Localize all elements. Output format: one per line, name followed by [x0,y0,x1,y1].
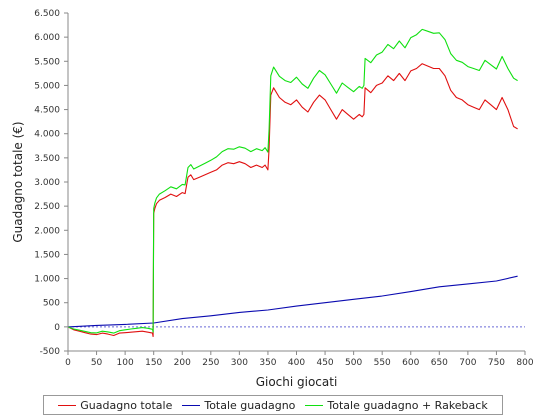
legend-label: Totale guadagno + Rakeback [327,398,488,412]
x-tick-label: 550 [374,358,391,368]
x-tick-label: 450 [316,358,333,368]
x-tick-label: 650 [431,358,448,368]
y-tick-label: 5.500 [34,57,60,67]
y-tick-label: 2.500 [34,202,60,212]
x-ticks-group: 0 50 100 150 200 250 300 350 400 450 500 550 600 650 7… [65,351,534,368]
legend-item-totale-guadagno-rakeback: Totale guadagno + Rakeback [305,398,488,412]
x-tick-label: 300 [231,358,248,368]
x-tick-label: 750 [488,358,505,368]
x-tick-label: 600 [402,358,419,368]
legend: Guadagno totale Totale guadagno Totale g… [43,395,503,415]
legend-swatch [58,404,77,406]
x-tick-label: 0 [65,358,71,368]
x-tick-label: 700 [459,358,476,368]
x-tick-label: 100 [117,358,134,368]
series-group [67,28,518,338]
x-tick-label: 800 [516,358,533,368]
series-line-2 [67,28,518,334]
x-tick-label: 350 [259,358,276,368]
x-tick-label: 500 [345,358,362,368]
x-tick-label: 400 [288,358,305,368]
legend-item-totale-guadagno: Totale guadagno [182,399,295,412]
y-tick-label: 6.500 [34,9,60,19]
legend-swatch [182,404,201,406]
legend-swatch [305,404,324,406]
y-tick-label: 1.500 [34,250,60,260]
series-line-1 [67,275,518,328]
y-tick-label: 3.000 [34,178,60,188]
y-ticks-group: -500 0 500 1.000 1.500 2.000 2.500 3.000 3.500 4.… [34,9,68,357]
legend-item-guadagno-totale: Guadagno totale [58,399,172,412]
y-tick-label: 500 [43,299,60,309]
y-tick-label: 6.000 [34,33,60,43]
y-tick-label: 1.000 [34,275,60,285]
plot-area [68,13,525,351]
y-tick-label: 4.500 [34,106,60,116]
y-tick-label: 5.000 [34,81,60,91]
y-tick-label: -500 [40,347,61,357]
series-line-0 [67,63,518,338]
y-tick-label: 0 [54,323,60,333]
x-tick-label: 200 [174,358,191,368]
x-tick-label: 150 [145,358,162,368]
x-tick-label: 50 [91,358,103,368]
y-axis-title: Guadagno totale (€) [11,121,25,242]
legend-label: Totale guadagno [204,398,296,412]
x-axis-title: Giochi giocati [256,375,338,389]
y-tick-label: 4.000 [34,130,60,140]
y-tick-label: 3.500 [34,154,60,164]
legend-label: Guadagno totale [80,398,173,412]
y-tick-label: 2.000 [34,226,60,236]
x-tick-label: 250 [202,358,219,368]
